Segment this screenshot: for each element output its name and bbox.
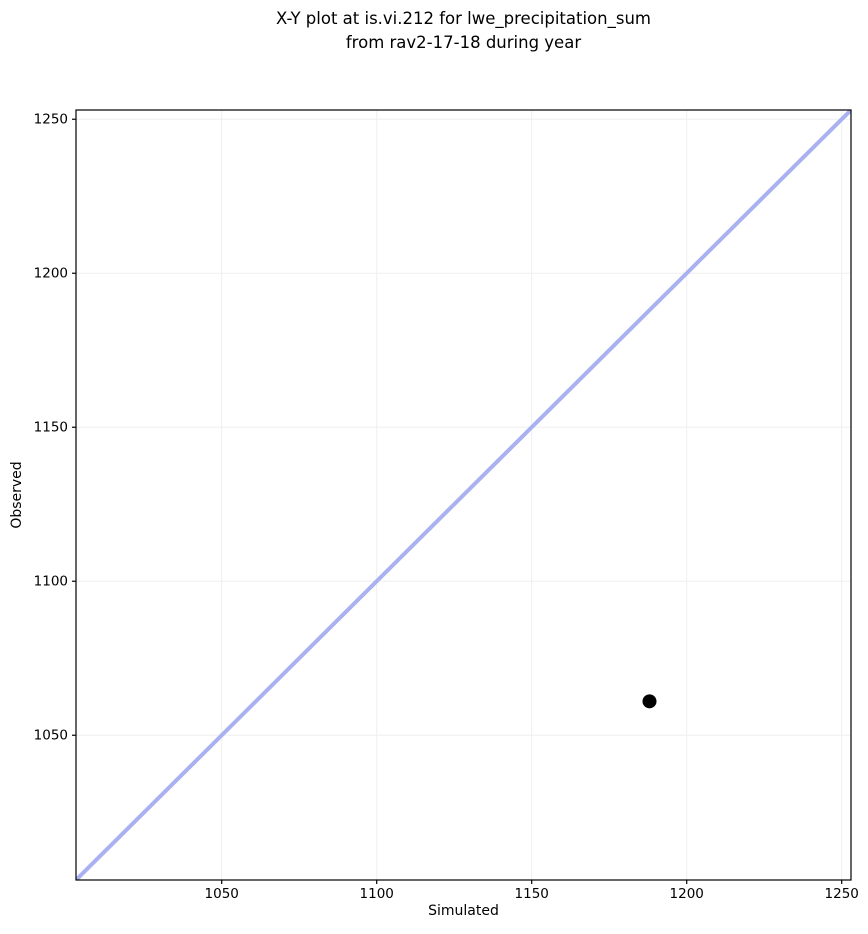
chart-title-line-2: from rav2-17-18 during year: [345, 33, 582, 52]
x-tick-label: 1100: [360, 886, 394, 902]
y-tick-label: 1200: [34, 266, 68, 282]
y-tick-label: 1250: [34, 112, 68, 128]
y-axis-label: Observed: [9, 461, 25, 529]
x-tick-label: 1150: [515, 886, 549, 902]
y-tick-label: 1050: [34, 728, 68, 744]
data-point: [642, 694, 657, 709]
y-tick-label: 1150: [34, 420, 68, 436]
chart-title: X-Y plot at is.vi.212 for lwe_precipitat…: [76, 7, 851, 55]
identity-line: [76, 110, 851, 880]
y-tick-label: 1100: [34, 574, 68, 590]
x-tick-label: 1050: [205, 886, 239, 902]
x-axis-label: Simulated: [428, 903, 499, 919]
plot-border: [75, 109, 852, 881]
x-tick-label: 1200: [670, 886, 704, 902]
chart-title-line-1: X-Y plot at is.vi.212 for lwe_precipitat…: [276, 9, 651, 28]
x-tick-label: 1250: [825, 886, 859, 902]
